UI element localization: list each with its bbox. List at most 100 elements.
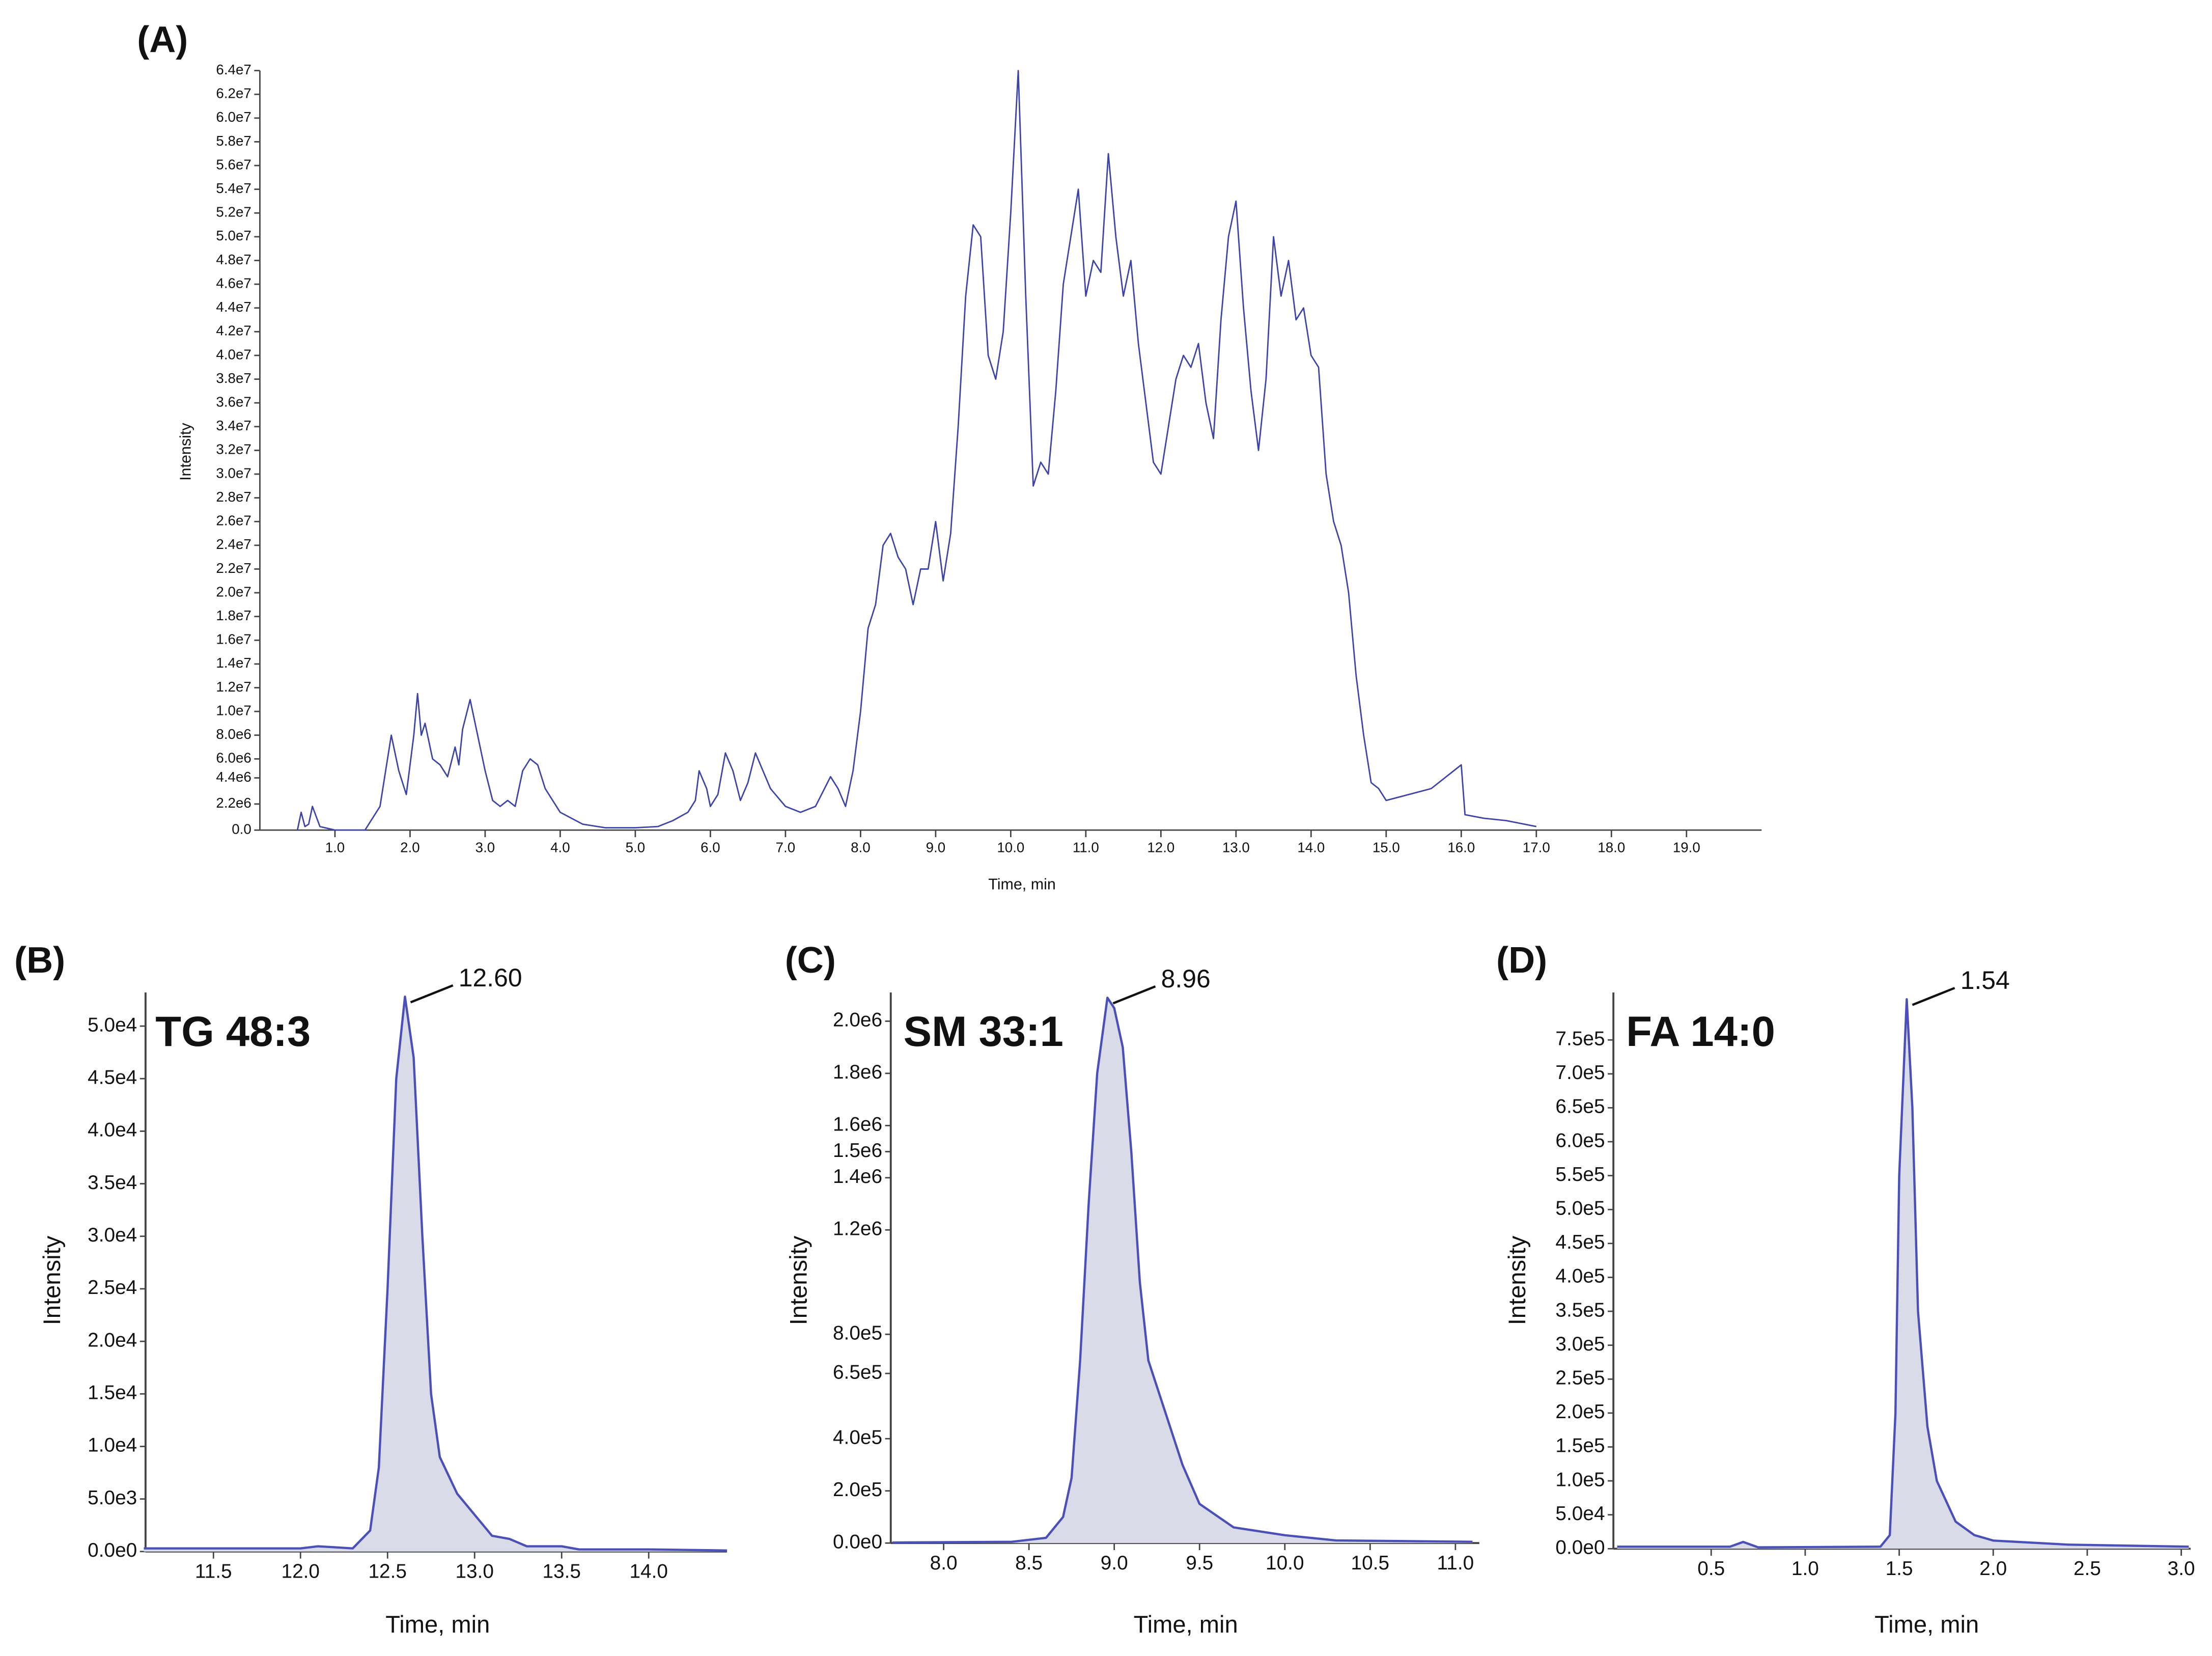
y-tick-label: 2.0e6: [833, 1009, 882, 1031]
trace-line: [1617, 998, 2189, 1549]
x-tick-label: 10.0: [997, 840, 1024, 855]
x-tick-label: 7.0: [776, 840, 796, 855]
x-axis-label: Time, min: [385, 1611, 490, 1638]
peak-area: [144, 997, 727, 1552]
y-tick-label: 3.4e7: [216, 418, 251, 433]
x-tick-label: 11.0: [1073, 840, 1099, 855]
y-tick-label: 4.2e7: [216, 323, 251, 339]
y-tick-label: 5.0e7: [216, 228, 251, 243]
x-tick-label: 13.5: [542, 1561, 581, 1583]
y-tick-label: 1.2e6: [833, 1218, 882, 1240]
y-tick-label: 3.5e5: [1555, 1299, 1605, 1321]
y-tick-label: 2.8e7: [216, 489, 251, 505]
y-tick-label: 2.5e5: [1555, 1367, 1605, 1389]
y-tick-label: 1.5e5: [1555, 1435, 1605, 1457]
y-axis-label: Intensity: [177, 423, 194, 481]
x-tick-label: 1.0: [325, 840, 345, 855]
y-tick-label: 1.2e7: [216, 679, 251, 695]
trace-line: [892, 997, 1473, 1544]
y-tick-label: 8.0e6: [216, 726, 251, 742]
y-tick-label: 1.8e6: [833, 1061, 882, 1083]
y-tick-label: 4.6e7: [216, 275, 251, 291]
y-tick-label: 0.0e0: [833, 1531, 882, 1553]
y-tick-label: 1.0e4: [88, 1434, 137, 1456]
y-tick-label: 0.0e0: [1555, 1537, 1605, 1559]
y-tick-label: 1.0e7: [216, 702, 251, 718]
y-tick-label: 4.5e5: [1555, 1231, 1605, 1253]
y-tick-label: 6.0e6: [216, 750, 251, 766]
y-tick-label: 5.6e7: [216, 156, 251, 172]
x-tick-label: 6.0: [701, 840, 720, 855]
peak-leader: [1912, 987, 1955, 1006]
peak-area: [1617, 999, 2189, 1549]
y-tick-label: 7.5e5: [1555, 1028, 1605, 1050]
x-tick-label: 2.5: [2074, 1558, 2101, 1580]
y-tick-label: 2.0e5: [833, 1479, 882, 1501]
y-tick-label: 4.4e7: [216, 299, 251, 315]
y-tick-label: 4.0e5: [1555, 1265, 1605, 1287]
y-tick-label: 6.4e7: [216, 62, 251, 77]
peak-label: 8.96: [1161, 964, 1211, 993]
x-axis-label: Time, min: [1134, 1611, 1238, 1638]
y-tick-label: 4.4e6: [216, 769, 251, 785]
panel-label: (C): [785, 940, 836, 981]
y-tick-label: 3.0e4: [88, 1224, 137, 1246]
y-tick-label: 6.5e5: [833, 1361, 882, 1383]
y-tick-label: 1.5e6: [833, 1140, 882, 1162]
x-tick-label: 8.0: [930, 1552, 958, 1574]
y-tick-label: 2.4e7: [216, 536, 251, 552]
y-tick-label: 2.0e4: [88, 1329, 137, 1351]
y-tick-label: 5.2e7: [216, 204, 251, 220]
y-tick-label: 6.0e7: [216, 109, 251, 125]
peak-label: 1.54: [1961, 966, 2010, 995]
x-tick-label: 2.0: [400, 840, 420, 855]
y-tick-label: 3.6e7: [216, 394, 251, 409]
x-tick-label: 1.0: [1791, 1558, 1819, 1580]
panel-label: (B): [14, 940, 65, 981]
y-tick-label: 1.4e7: [216, 655, 251, 671]
x-tick-label: 11.0: [1437, 1552, 1474, 1574]
y-axis-label: Intensity: [785, 1235, 812, 1325]
x-tick-label: 14.0: [629, 1561, 668, 1583]
trace-line: [144, 996, 727, 1552]
y-tick-label: 5.0e5: [1555, 1198, 1605, 1220]
x-tick-label: 10.0: [1266, 1552, 1304, 1574]
y-tick-label: 2.5e4: [88, 1277, 137, 1299]
x-tick-label: 17.0: [1523, 840, 1550, 855]
x-tick-label: 16.0: [1447, 840, 1475, 855]
y-tick-label: 2.2e7: [216, 560, 251, 576]
compound-title: FA 14:0: [1626, 1008, 1775, 1055]
x-tick-label: 13.0: [1222, 840, 1250, 855]
y-tick-label: 5.8e7: [216, 133, 251, 149]
y-tick-label: 1.6e6: [833, 1114, 882, 1136]
y-tick-label: 5.4e7: [216, 180, 251, 196]
y-tick-label: 2.0e5: [1555, 1401, 1605, 1423]
y-tick-label: 5.0e3: [88, 1487, 137, 1509]
x-tick-label: 9.0: [1101, 1552, 1128, 1574]
peak-label: 12.60: [459, 963, 522, 992]
y-tick-label: 6.0e5: [1555, 1129, 1605, 1151]
trace-line: [296, 70, 1537, 831]
x-tick-label: 9.0: [926, 840, 946, 855]
y-tick-label: 4.0e4: [88, 1119, 137, 1141]
y-tick-label: 5.5e5: [1555, 1164, 1605, 1185]
x-tick-label: 9.5: [1186, 1552, 1213, 1574]
y-tick-label: 2.0e7: [216, 584, 251, 599]
y-axis-label: Intensity: [1503, 1235, 1530, 1325]
y-tick-label: 2.6e7: [216, 513, 251, 529]
y-tick-label: 3.2e7: [216, 441, 251, 457]
compound-title: SM 33:1: [904, 1008, 1063, 1055]
y-tick-label: 0.0e0: [88, 1539, 137, 1561]
y-tick-label: 7.0e5: [1555, 1062, 1605, 1084]
y-tick-label: 1.8e7: [216, 608, 251, 623]
x-tick-label: 3.0: [2168, 1558, 2195, 1580]
x-tick-label: 3.0: [475, 840, 495, 855]
y-tick-label: 3.0e7: [216, 465, 251, 481]
x-tick-label: 11.5: [195, 1561, 232, 1583]
y-tick-label: 2.2e6: [216, 795, 251, 811]
x-tick-label: 12.5: [368, 1561, 407, 1583]
y-tick-label: 1.5e4: [88, 1382, 137, 1404]
x-tick-label: 5.0: [626, 840, 646, 855]
y-tick-label: 3.5e4: [88, 1172, 137, 1194]
